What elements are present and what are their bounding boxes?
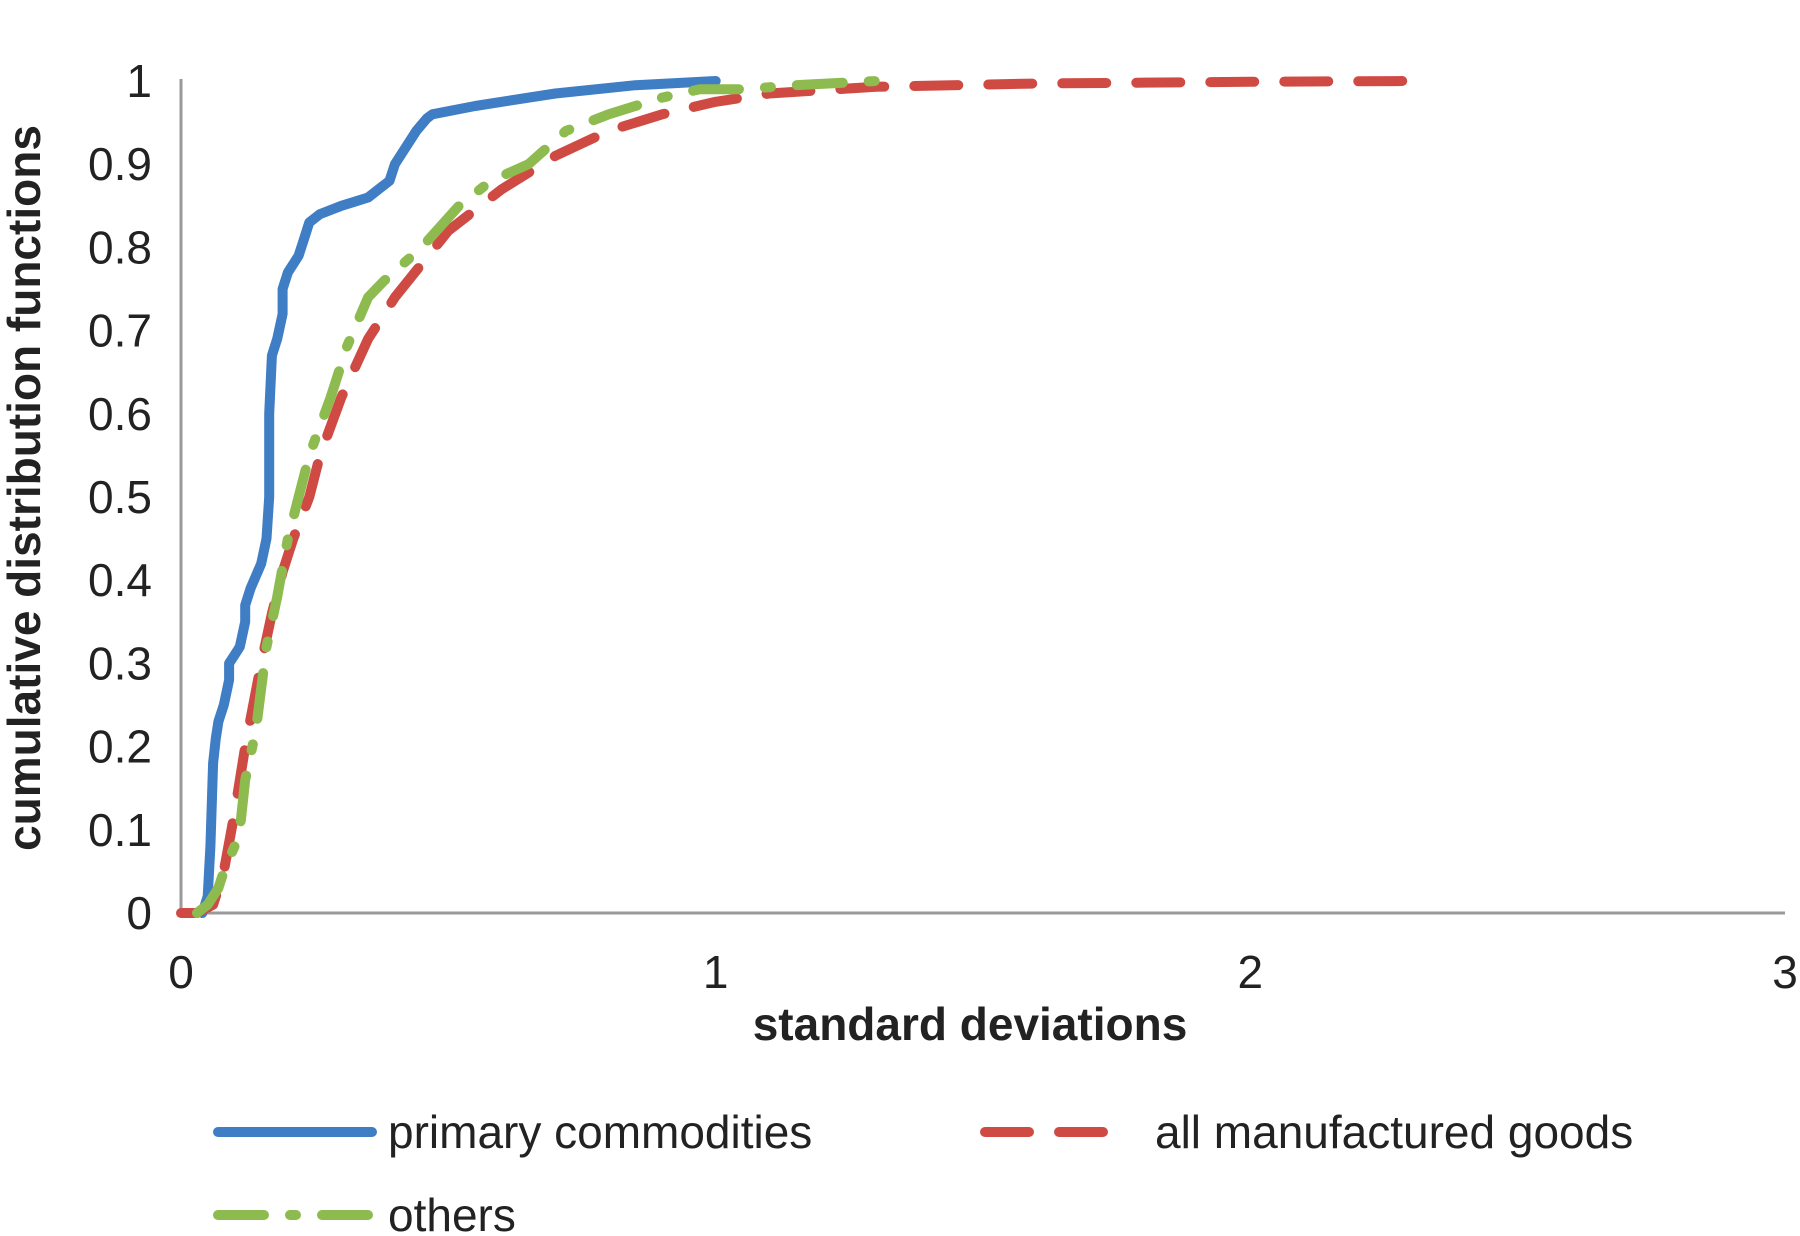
y-tick-label: 0	[126, 887, 152, 939]
series-line-1	[197, 76, 721, 918]
series-line-3	[192, 76, 882, 918]
legend-label-2: all manufactured goods	[1155, 1106, 1633, 1158]
x-tick-label: 2	[1238, 946, 1264, 998]
axes-layer: 0 0.1 0.2 0.3 0.4 0.5 0.6 0.7 0.8 0.9 1 0 1 2 3	[88, 55, 1798, 998]
x-tick-label: 0	[168, 946, 194, 998]
series-layer	[176, 76, 1416, 918]
y-tick-label: 0.7	[88, 305, 152, 357]
y-tick-label: 0.2	[88, 721, 152, 773]
y-tick-label: 0.5	[88, 471, 152, 523]
y-tick-label: 1	[126, 55, 152, 107]
y-tick-label: 0.3	[88, 637, 152, 689]
x-axis-title: standard deviations	[753, 998, 1188, 1050]
y-tick-label: 0.1	[88, 804, 152, 856]
x-tick-label: 3	[1772, 946, 1798, 998]
legend: primary commodities all manufactured good…	[213, 1106, 1633, 1236]
y-tick-label: 0.6	[88, 388, 152, 440]
x-tick-label: 1	[703, 946, 729, 998]
y-tick-label: 0.9	[88, 138, 152, 190]
y-tick-label: 0.8	[88, 221, 152, 273]
series-line-2	[176, 76, 1416, 918]
legend-label-1: primary commodities	[388, 1106, 812, 1158]
legend-label-3: others	[388, 1189, 516, 1236]
y-tick-label: 0.4	[88, 554, 152, 606]
y-axis-title: cumulative distribution functions	[0, 125, 50, 851]
labels-layer: cumulative distribution functions standa…	[0, 125, 1187, 1050]
